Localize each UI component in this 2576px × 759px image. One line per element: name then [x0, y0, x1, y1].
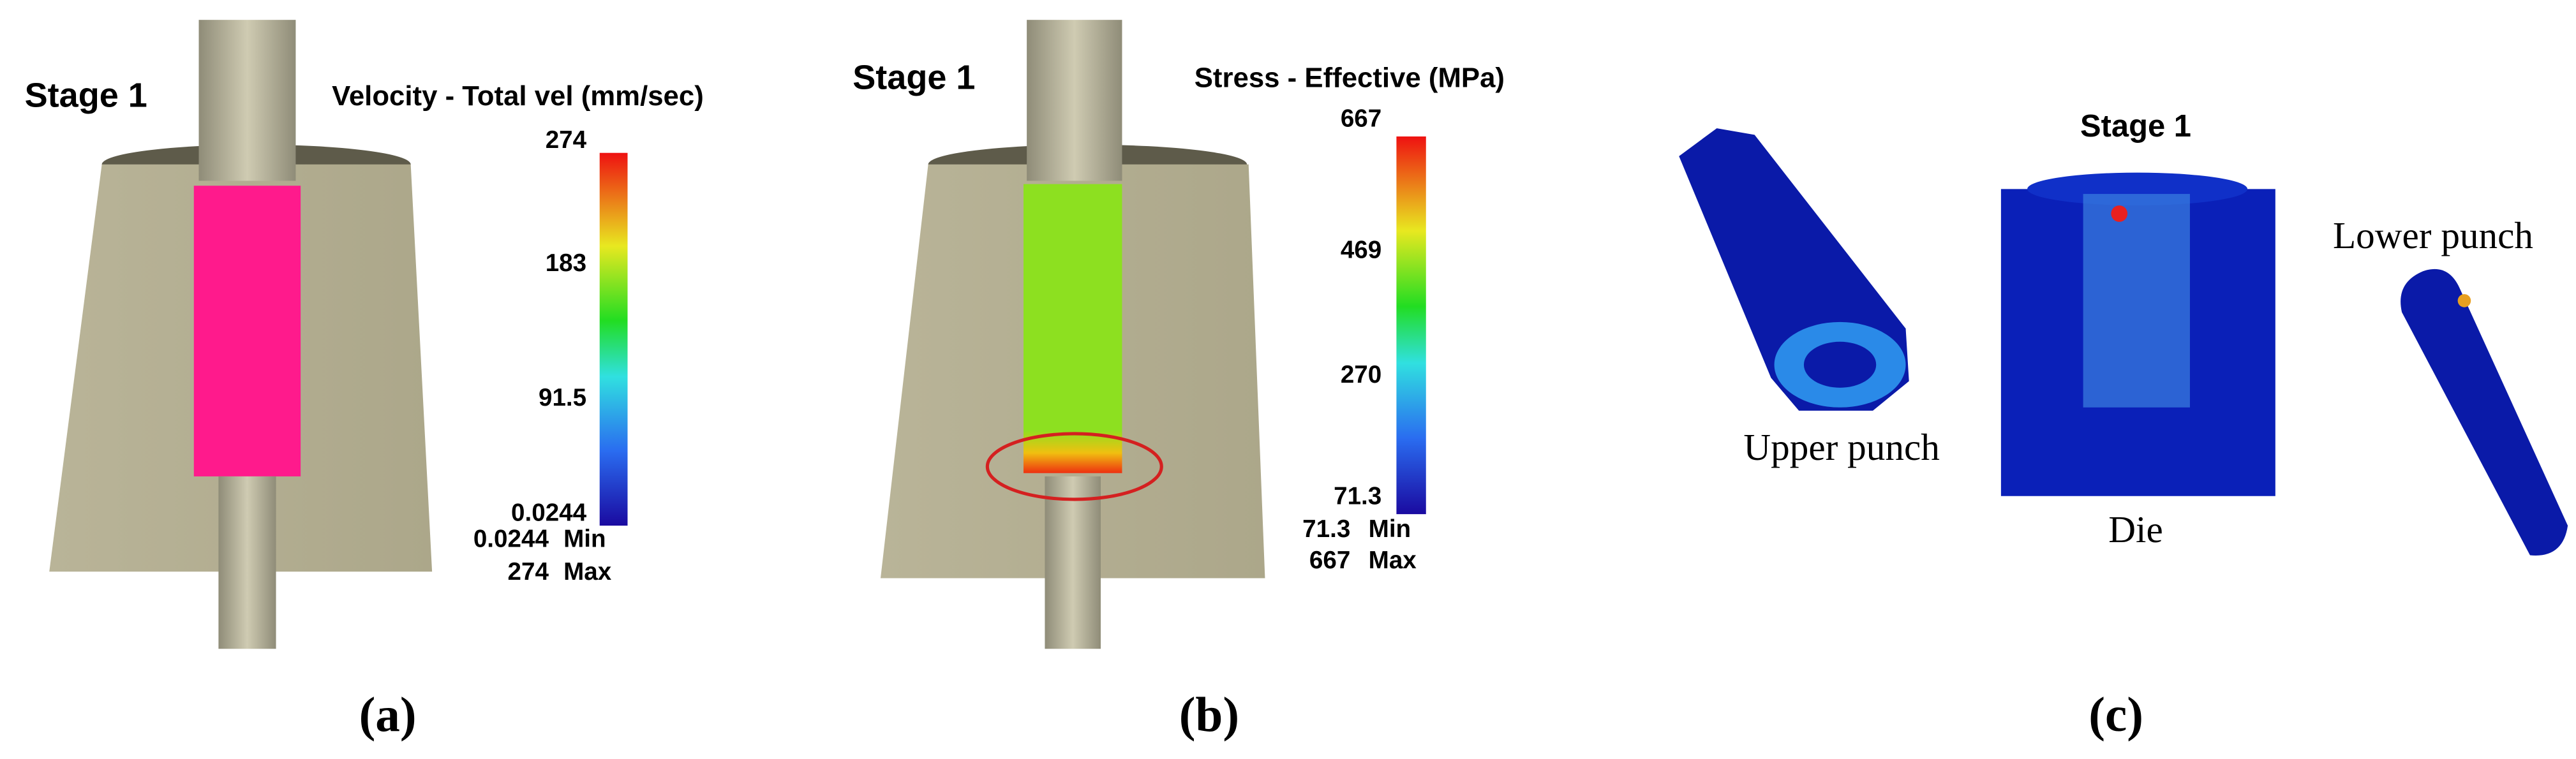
- colorbar-tick: 270: [1341, 361, 1381, 388]
- colorbar-tick: 91.5: [539, 384, 586, 411]
- upper-punch: [198, 20, 296, 181]
- workpiece: [1023, 184, 1122, 473]
- min-label: Min: [563, 526, 606, 553]
- colorbar-tick: 667: [1341, 105, 1381, 133]
- hotspot: [2111, 205, 2128, 222]
- colorbar-tick: 469: [1341, 236, 1381, 263]
- die-top: [2027, 172, 2248, 206]
- max-label: Max: [1369, 547, 1417, 574]
- colorbar-tick: 183: [546, 249, 586, 277]
- min-value: 71.3: [1302, 515, 1350, 543]
- lower-punch: [218, 476, 276, 649]
- hotspot: [2457, 294, 2471, 307]
- max-label: Max: [563, 558, 612, 586]
- upper-punch: [1027, 20, 1122, 181]
- workpiece: [193, 186, 301, 476]
- legend-title: Stress - Effective (MPa): [1195, 63, 1505, 94]
- caption: (b): [1179, 687, 1239, 742]
- caption: (c): [2088, 687, 2143, 742]
- colorbar: [599, 152, 628, 526]
- lower-punch: [2401, 269, 2568, 556]
- panel-a: Stage 1 Velocity - Total vel (mm/sec) 27…: [25, 20, 704, 742]
- legend-title: Velocity - Total vel (mm/sec): [332, 80, 704, 112]
- upper-punch-hole: [1803, 341, 1877, 388]
- stage-label: Stage 1: [852, 58, 975, 96]
- max-value: 667: [1309, 547, 1350, 574]
- highlight-ellipse: [985, 432, 1163, 501]
- colorbar-tick: 71.3: [1334, 483, 1381, 510]
- colorbar-tick: 0.0244: [511, 499, 587, 526]
- part-label: Lower punch: [2333, 214, 2533, 256]
- part-label: Die: [2108, 508, 2163, 550]
- panel-b: Stage 1 Stress - Effective (MPa) 667 469…: [852, 20, 1505, 742]
- lower-punch: [1045, 476, 1101, 649]
- caption: (a): [359, 687, 417, 742]
- max-value: 274: [508, 558, 549, 586]
- colorbar-tick: 274: [546, 126, 587, 154]
- stage-label: Stage 1: [2080, 109, 2191, 144]
- part-label: Upper punch: [1743, 426, 1939, 468]
- die-bore: [2083, 194, 2190, 408]
- panel-c: Stage 1 Upper punch Die Lower punch (c): [1679, 109, 2568, 742]
- min-value: 0.0244: [473, 526, 549, 553]
- min-label: Min: [1369, 515, 1411, 543]
- stage-label: Stage 1: [25, 77, 147, 115]
- colorbar: [1396, 136, 1426, 515]
